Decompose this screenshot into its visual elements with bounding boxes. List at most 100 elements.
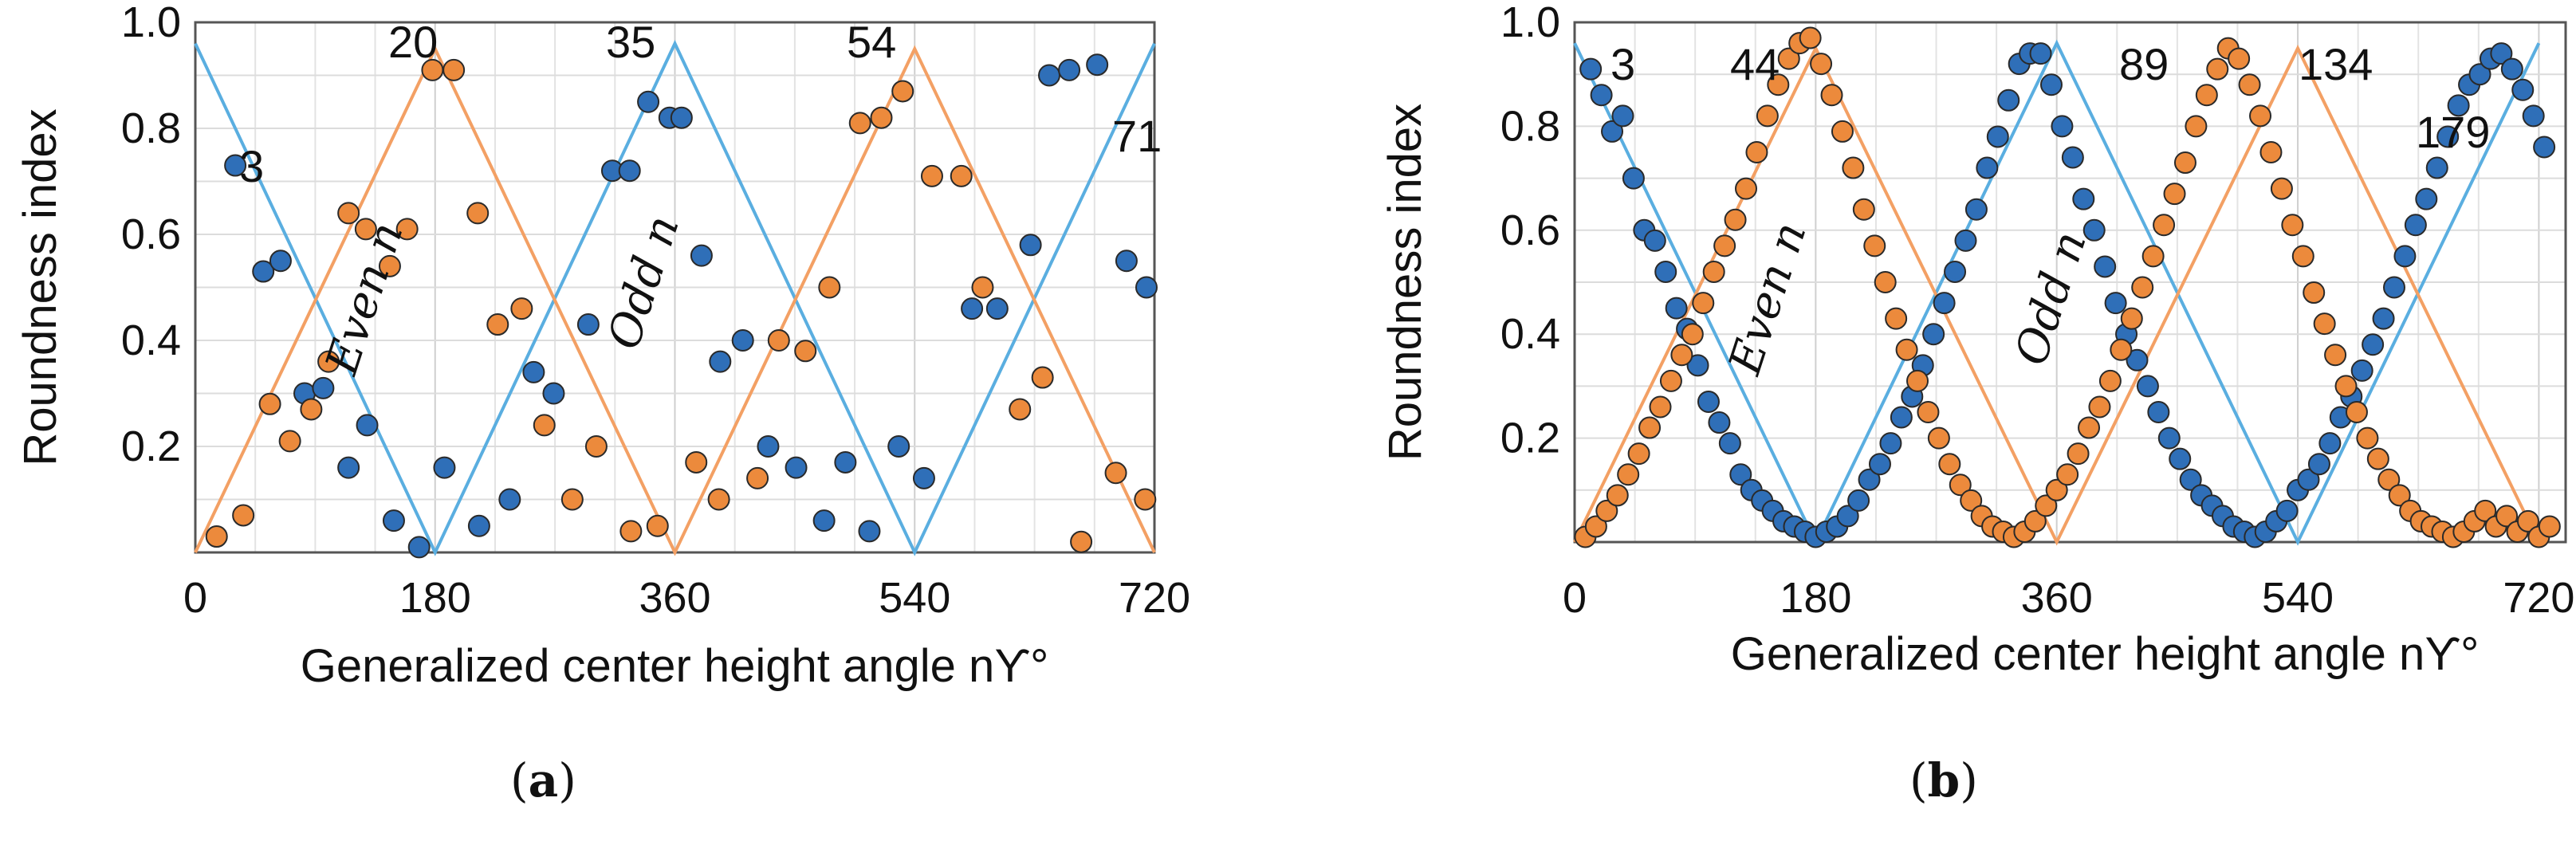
even-data-point: [258, 392, 281, 415]
even-data-point: [818, 276, 841, 299]
even-data-point: [1799, 26, 1822, 49]
panel-b-chart: 0 180 360 540 720 0.2 0.4 0.6 0.8 1.0 Roundness in…: [1379, 0, 2574, 680]
x-axis-label: Generalized center height angle nϒ°: [1731, 628, 2480, 680]
even-data-point: [2206, 57, 2229, 81]
even-data-point: [2035, 494, 2058, 517]
even-data-point: [2516, 509, 2539, 533]
even-data-point: [1134, 488, 1157, 511]
even-data-point: [746, 466, 769, 489]
even-data-point: [1009, 398, 1032, 421]
even-data-point: [2141, 245, 2165, 268]
even-data-point: [1927, 426, 1950, 450]
even-data-point: [2228, 47, 2251, 70]
even-data-point: [1104, 462, 1127, 485]
even-data-point: [466, 202, 490, 225]
odd-data-point: [1686, 354, 1709, 377]
x-axis-label: Generalized center height angle nϒ°: [301, 640, 1049, 692]
odd-data-point: [1718, 432, 1741, 455]
even-data-point: [2110, 338, 2133, 361]
odd-data-point: [1964, 198, 1988, 221]
point-number-label: 71: [1112, 111, 1162, 161]
caption-b: (b): [1909, 753, 1978, 808]
even-data-point: [1595, 499, 1618, 522]
point-number-label: 20: [388, 17, 438, 67]
even-data-point: [354, 218, 377, 241]
even-n-label-word: Even: [1719, 244, 1807, 382]
even-data-point: [1670, 344, 1693, 367]
x-tick-label: 360: [2021, 574, 2093, 622]
plot-frame: [1573, 21, 2567, 544]
even-data-point: [1820, 84, 1843, 107]
even-data-point: [2056, 463, 2079, 486]
odd-n-label-word: Odd: [598, 237, 681, 356]
even-data-point: [2131, 276, 2154, 299]
odd-data-point: [1019, 234, 1042, 257]
odd-data-point: [2350, 359, 2373, 382]
even-data-point: [1638, 416, 1662, 439]
even-data-point: [646, 514, 669, 537]
caption-a: (a): [510, 753, 576, 808]
odd-data-point: [1933, 292, 1956, 315]
odd-data-point: [2425, 156, 2448, 179]
even-data-point: [378, 254, 401, 277]
even-data-point: [2163, 183, 2186, 206]
even-data-point: [2291, 245, 2314, 268]
x-tick-label: 0: [1563, 574, 1587, 622]
odd-data-point: [1729, 463, 1752, 486]
odd-data-point: [1665, 297, 1688, 320]
panel-a-chart: 0 180 360 540 720 0.2 0.4 0.6 0.8 1.0 Roundness in…: [14, 0, 1190, 692]
odd-data-point: [1038, 64, 1061, 87]
odd-data-point: [312, 376, 335, 399]
odd-n-label: Odd n: [598, 210, 690, 356]
odd-data-point: [1086, 53, 1109, 77]
even-data-point: [1767, 73, 1790, 96]
odd-data-point: [2436, 125, 2460, 148]
even-data-point: [2023, 509, 2047, 533]
point-number-label: 179: [2416, 107, 2490, 157]
even-data-point: [510, 297, 533, 320]
even-data-point: [1852, 198, 1875, 221]
even-data-point: [1756, 104, 1779, 128]
odd-data-point: [2104, 292, 2127, 315]
odd-data-point: [1997, 88, 2020, 112]
odd-data-point: [2094, 255, 2117, 278]
point-number-label: 134: [2299, 39, 2373, 89]
odd-data-point: [2072, 187, 2095, 210]
odd-data-point: [912, 466, 935, 489]
even-data-point: [950, 164, 973, 187]
odd-data-point: [1579, 57, 1603, 81]
even-n-label-word: Even: [316, 244, 404, 382]
even-data-point: [300, 398, 323, 421]
y-tick-label: 0.6: [121, 210, 181, 258]
odd-fit-line: [1573, 39, 2541, 546]
even-data-point: [2366, 447, 2389, 470]
odd-data-point: [1058, 58, 1081, 81]
odd-data-point: [2447, 94, 2470, 117]
odd-data-point: [2533, 136, 2556, 159]
x-tick-label: 0: [183, 574, 207, 622]
even-data-point: [870, 106, 893, 129]
odd-data-point: [1922, 323, 1945, 346]
odd-data-point: [269, 250, 292, 273]
even-data-point: [1724, 208, 1747, 231]
odd-data-point: [2169, 447, 2192, 470]
even-data-point: [848, 112, 871, 135]
odd-data-point: [382, 509, 405, 533]
odd-data-point: [1858, 468, 1881, 491]
even-data-point: [317, 350, 340, 373]
y-tick-label: 0.8: [1500, 102, 1560, 150]
x-tick-label: 720: [1119, 574, 1190, 622]
even-data-point: [2195, 84, 2218, 107]
even-data-point: [2281, 214, 2304, 237]
odd-data-point: [1868, 453, 1891, 476]
odd-data-point: [2382, 276, 2405, 299]
odd-data-point: [2362, 333, 2385, 356]
odd-data-point: [2297, 468, 2320, 491]
odd-data-point: [785, 456, 808, 479]
even-data-point: [278, 430, 301, 453]
even-data-point: [1692, 292, 1715, 315]
odd-data-point: [2029, 42, 2052, 65]
even-data-point: [2474, 499, 2497, 522]
odd-data-point: [858, 520, 881, 543]
odd-data-point: [1135, 276, 1158, 299]
